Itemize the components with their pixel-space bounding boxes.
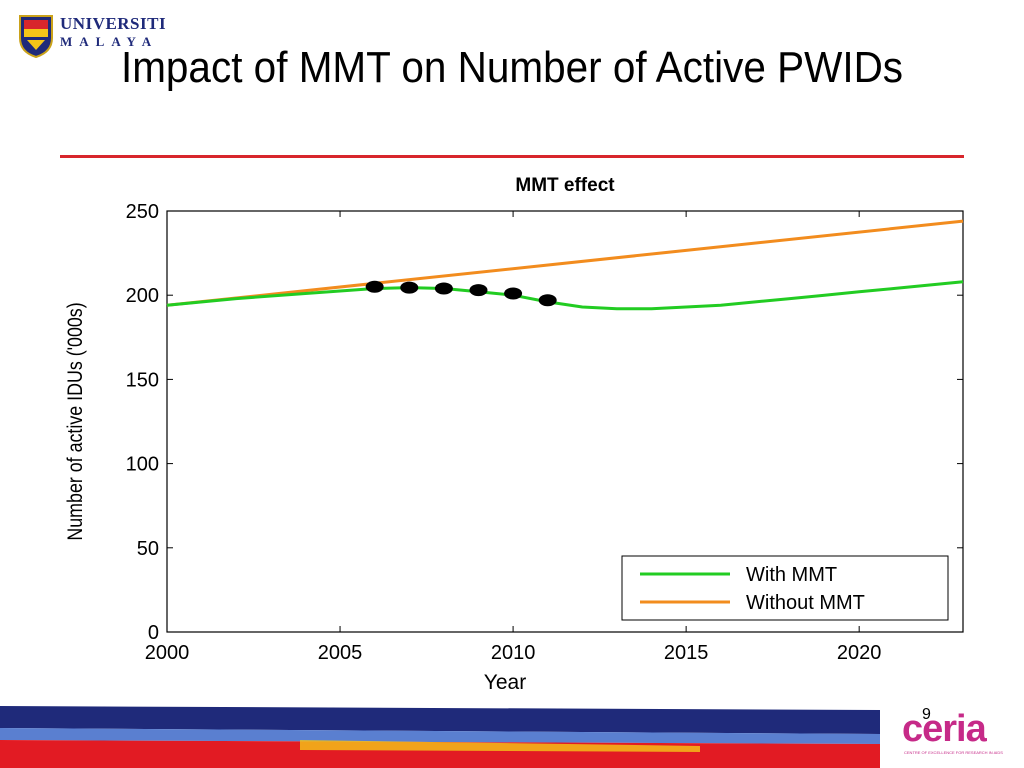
y-tick-label: 200 [126, 285, 159, 307]
x-tick-label: 2000 [145, 642, 190, 664]
y-tick-label: 0 [148, 622, 159, 644]
mmt-effect-chart: MMT effect 0 50 100 150 200 250 2000 2005 2010 201… [64, 175, 964, 694]
ceria-logo: ceria CENTRE OF EXCELLENCE FOR RESEARCH … [900, 708, 1010, 760]
x-axis-label: Year [484, 671, 526, 694]
ceria-subtitle: CENTRE OF EXCELLENCE FOR RESEARCH IN AID… [904, 750, 1003, 755]
legend-label: With MMT [746, 564, 837, 586]
y-tick-label: 50 [137, 538, 159, 560]
observed-point [538, 294, 557, 307]
observed-point [504, 287, 523, 300]
university-subname: MALAYA [60, 34, 159, 49]
y-tick-label: 150 [126, 369, 159, 391]
crest-icon [19, 15, 53, 58]
university-name: UNIVERSITI [60, 14, 167, 33]
series-line-with-mmt [166, 280, 964, 311]
x-tick-label: 2015 [664, 642, 709, 664]
observed-point [469, 284, 488, 297]
y-tick-label: 100 [126, 454, 159, 476]
universiti-malaya-logo: UNIVERSITI MALAYA [18, 12, 168, 62]
x-tick-label: 2005 [318, 642, 363, 664]
slide-title: Impact of MMT on Number of Active PWIDs [120, 43, 904, 92]
title-rule [60, 155, 964, 158]
ceria-wordmark: ceria [902, 708, 987, 750]
y-tick-label: 250 [126, 201, 159, 223]
page-number: 9 [922, 706, 931, 723]
x-tick-label: 2010 [491, 642, 536, 664]
legend-label: Without MMT [746, 592, 865, 614]
observed-point [365, 280, 384, 293]
footer-band [0, 700, 1024, 768]
y-axis-label: Number of active IDUs ('000s) [64, 302, 88, 540]
series-line-without-mmt [166, 219, 964, 307]
x-tick-label: 2020 [837, 642, 882, 664]
observed-point [434, 282, 453, 295]
legend-box [621, 555, 949, 621]
chart-title: MMT effect [515, 175, 615, 196]
observed-point [400, 281, 419, 294]
plot-frame [166, 210, 964, 633]
